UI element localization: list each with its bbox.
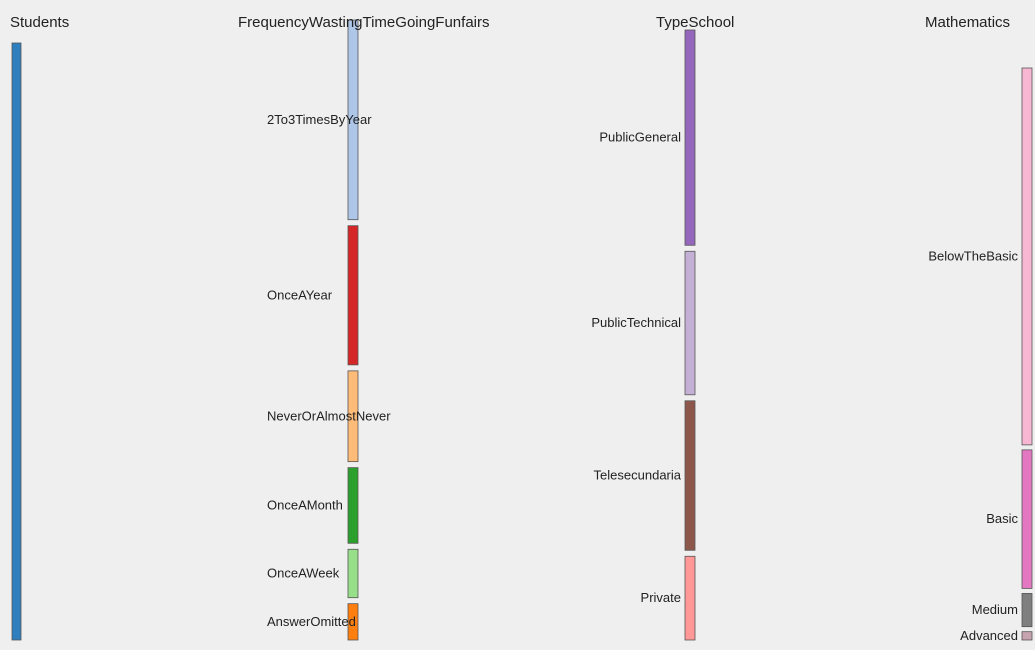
node-label-Medium: Medium (972, 602, 1018, 617)
node-label-NeverOrAlmostNever: NeverOrAlmostNever (267, 408, 391, 423)
link-PublicTechnical-to-Medium[interactable] (695, 386, 1022, 614)
node-Students[interactable] (11, 42, 22, 641)
node-AnswerOmitted[interactable] (347, 603, 359, 641)
link-OnceAMonth-to-PublicTechnical[interactable] (358, 359, 685, 513)
link-OnceAWeek-to-Telesecundaria[interactable] (358, 525, 685, 591)
node-Basic[interactable] (1021, 449, 1033, 589)
node-OnceAWeek[interactable] (347, 548, 359, 599)
node-label-PublicGeneral: PublicGeneral (599, 130, 681, 145)
link-Telesecundaria-to-Basic[interactable] (695, 526, 1022, 555)
node-Medium[interactable] (1021, 593, 1033, 628)
node-Telesecundaria[interactable] (684, 400, 696, 551)
node-label-OnceAMonth: OnceAMonth (267, 497, 343, 512)
link-PublicTechnical-to-Basic[interactable] (695, 353, 1022, 536)
link-OnceAMonth-to-Private[interactable] (358, 531, 685, 631)
column-titles: Students FrequencyWastingTimeGoingFunfai… (10, 14, 1010, 31)
link-OnceAMonth-to-PublicGeneral[interactable] (358, 185, 685, 494)
node-OnceAYear[interactable] (347, 225, 359, 366)
link-PublicTechnical-to-BelowTheBasic[interactable] (695, 195, 1022, 352)
link-PublicGeneral-to-Advanced[interactable] (695, 242, 1022, 634)
node-label-OnceAWeek: OnceAWeek (267, 565, 340, 580)
link-Telesecundaria-to-Advanced[interactable] (695, 550, 1022, 637)
link-Students-to-OnceAYear[interactable] (21, 226, 348, 386)
link-PublicTechnical-to-Advanced[interactable] (695, 393, 1022, 636)
link-PublicGeneral-to-Medium[interactable] (695, 227, 1022, 607)
link-AnswerOmitted-to-Private[interactable] (358, 637, 685, 640)
link-AnswerOmitted-to-PublicGeneral[interactable] (358, 230, 685, 618)
column-title-mathematics: Mathematics (925, 14, 1010, 31)
node-PublicGeneral[interactable] (684, 29, 696, 246)
node-2To3TimesByYear[interactable] (347, 19, 359, 221)
node-Advanced[interactable] (1021, 631, 1033, 641)
node-label-2To3TimesByYear: 2To3TimesByYear (267, 112, 372, 127)
node-label-OnceAYear: OnceAYear (267, 287, 333, 302)
link-NeverOrAlmostNever-to-Telesecundaria[interactable] (358, 425, 685, 506)
link-Students-to-NeverOrAlmostNever[interactable] (21, 371, 348, 478)
node-label-Basic: Basic (986, 511, 1018, 526)
link-AnswerOmitted-to-PublicTechnical[interactable] (358, 389, 685, 625)
link-PublicGeneral-to-Basic[interactable] (695, 168, 1022, 506)
link-Students-to-2To3TimesByYear[interactable] (21, 20, 348, 245)
link-PublicGeneral-to-BelowTheBasic[interactable] (695, 30, 1022, 195)
node-PublicTechnical[interactable] (684, 250, 696, 396)
node-BelowTheBasic[interactable] (1021, 67, 1033, 446)
node-label-BelowTheBasic: BelowTheBasic (928, 248, 1018, 263)
link-Telesecundaria-to-BelowTheBasic[interactable] (695, 290, 1022, 527)
link-OnceAMonth-to-Telesecundaria[interactable] (358, 507, 685, 531)
node-label-Telesecundaria: Telesecundaria (594, 468, 682, 483)
link-AnswerOmitted-to-Telesecundaria[interactable] (358, 538, 685, 637)
nodes-layer (11, 19, 1033, 641)
node-OnceAMonth[interactable] (347, 467, 359, 544)
column-title-typeschool: TypeSchool (656, 14, 734, 31)
node-label-Private: Private (641, 590, 681, 605)
link-OnceAWeek-to-Private[interactable] (358, 592, 685, 637)
link-NeverOrAlmostNever-to-PublicGeneral[interactable] (358, 156, 685, 402)
node-label-Advanced: Advanced (960, 628, 1018, 643)
links-layer (21, 20, 1022, 640)
link-Private-to-BelowTheBasic[interactable] (695, 406, 1022, 594)
link-2To3TimesByYear-to-Private[interactable] (358, 189, 685, 587)
link-NeverOrAlmostNever-to-PublicTechnical[interactable] (358, 335, 685, 425)
link-OnceAYear-to-Telesecundaria[interactable] (358, 310, 685, 481)
column-title-frequency: FrequencyWastingTimeGoingFunfairs (238, 14, 489, 31)
link-OnceAWeek-to-PublicGeneral[interactable] (358, 212, 685, 567)
node-NeverOrAlmostNever[interactable] (347, 370, 359, 463)
link-2To3TimesByYear-to-Telesecundaria[interactable] (358, 147, 685, 444)
node-label-PublicTechnical: PublicTechnical (591, 315, 681, 330)
node-Private[interactable] (684, 555, 696, 641)
column-title-students: Students (10, 14, 69, 31)
labels-layer: 2To3TimesByYear OnceAYear NeverOrAlmostNev… (267, 112, 1018, 643)
node-label-AnswerOmitted: AnswerOmitted (267, 614, 356, 629)
link-2To3TimesByYear-to-PublicGeneral[interactable] (358, 20, 685, 108)
